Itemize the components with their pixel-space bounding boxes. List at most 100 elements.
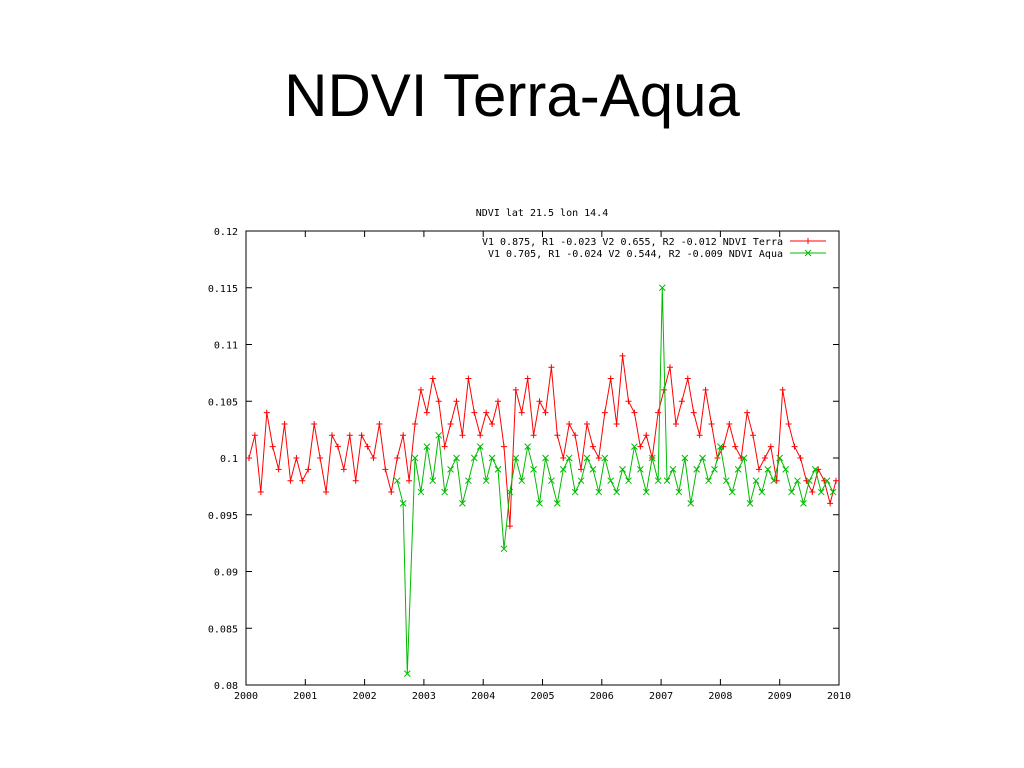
data-point xyxy=(791,443,798,450)
data-point xyxy=(536,398,543,405)
data-point xyxy=(512,386,519,393)
data-point xyxy=(299,477,306,484)
data-point xyxy=(334,443,341,450)
data-point xyxy=(833,477,840,484)
y-tick-label: 0.1 xyxy=(220,454,238,465)
data-point xyxy=(752,477,760,485)
data-point xyxy=(506,488,514,496)
y-tick-label: 0.115 xyxy=(208,284,238,295)
data-point xyxy=(827,500,834,507)
x-tick-label: 2008 xyxy=(708,691,732,702)
data-point xyxy=(553,500,561,507)
x-tick-label: 2007 xyxy=(649,691,673,702)
data-point xyxy=(625,398,632,405)
data-point xyxy=(500,545,508,553)
data-point xyxy=(435,431,443,439)
data-point xyxy=(708,420,715,427)
data-point xyxy=(406,477,413,484)
series-layer xyxy=(245,284,840,678)
data-point xyxy=(601,454,609,462)
data-point xyxy=(711,465,718,473)
data-point xyxy=(693,465,701,473)
data-point xyxy=(782,465,789,473)
y-tick-label: 0.105 xyxy=(208,397,238,408)
data-point xyxy=(595,455,602,461)
data-point xyxy=(572,432,579,439)
data-point xyxy=(705,477,712,485)
data-point xyxy=(559,465,567,473)
data-point xyxy=(358,432,365,439)
legend-marker xyxy=(805,238,811,244)
data-point xyxy=(441,443,448,450)
data-point xyxy=(655,409,662,416)
data-point xyxy=(583,454,591,462)
data-point xyxy=(637,443,644,450)
x-tick-label: 2005 xyxy=(530,691,554,702)
data-point xyxy=(642,488,650,496)
data-point xyxy=(251,432,258,439)
data-point xyxy=(494,465,502,473)
data-point xyxy=(722,477,730,485)
data-point xyxy=(663,477,671,485)
data-point xyxy=(571,488,579,496)
data-point xyxy=(643,432,650,439)
data-point xyxy=(465,477,472,485)
data-point xyxy=(595,488,603,496)
series-terra xyxy=(245,352,840,530)
data-point xyxy=(815,466,822,473)
data-point xyxy=(417,386,424,393)
data-point xyxy=(423,409,430,416)
data-point xyxy=(803,477,810,484)
data-point xyxy=(530,432,537,439)
data-point xyxy=(764,465,772,473)
data-point xyxy=(773,477,780,484)
data-point xyxy=(648,454,656,462)
data-point xyxy=(483,409,490,416)
data-point xyxy=(346,432,353,439)
data-point xyxy=(767,443,774,450)
data-point xyxy=(518,477,526,485)
data-point xyxy=(779,386,786,393)
data-point xyxy=(447,420,454,427)
data-point xyxy=(800,500,807,507)
data-point xyxy=(412,420,419,427)
data-point xyxy=(530,465,537,473)
series-line xyxy=(396,287,834,674)
data-point xyxy=(619,352,626,359)
data-point xyxy=(269,443,276,450)
data-point xyxy=(394,455,401,461)
data-point xyxy=(829,488,837,496)
data-point xyxy=(554,432,561,439)
data-point xyxy=(720,443,727,450)
data-point xyxy=(613,420,620,427)
data-point xyxy=(785,420,792,427)
data-point xyxy=(393,477,401,485)
data-point xyxy=(542,454,549,462)
y-tick-label: 0.085 xyxy=(208,624,238,635)
data-point xyxy=(746,500,754,507)
data-point xyxy=(518,409,525,416)
data-point xyxy=(797,455,804,461)
data-point xyxy=(658,284,666,292)
y-tick-label: 0.09 xyxy=(214,568,238,579)
data-point xyxy=(388,489,395,496)
data-point xyxy=(805,477,813,485)
data-point xyxy=(589,465,597,473)
data-point xyxy=(696,432,703,439)
data-point xyxy=(678,398,685,405)
data-point xyxy=(441,488,449,496)
data-point xyxy=(370,455,377,461)
series-line xyxy=(248,355,837,527)
data-point xyxy=(471,409,478,416)
data-point xyxy=(817,488,825,496)
data-point xyxy=(811,465,819,473)
data-point xyxy=(607,375,614,382)
data-point xyxy=(794,477,801,485)
data-point xyxy=(400,432,407,439)
data-point xyxy=(702,386,709,393)
data-point xyxy=(429,477,437,485)
data-point xyxy=(340,466,347,473)
data-point xyxy=(477,432,484,439)
